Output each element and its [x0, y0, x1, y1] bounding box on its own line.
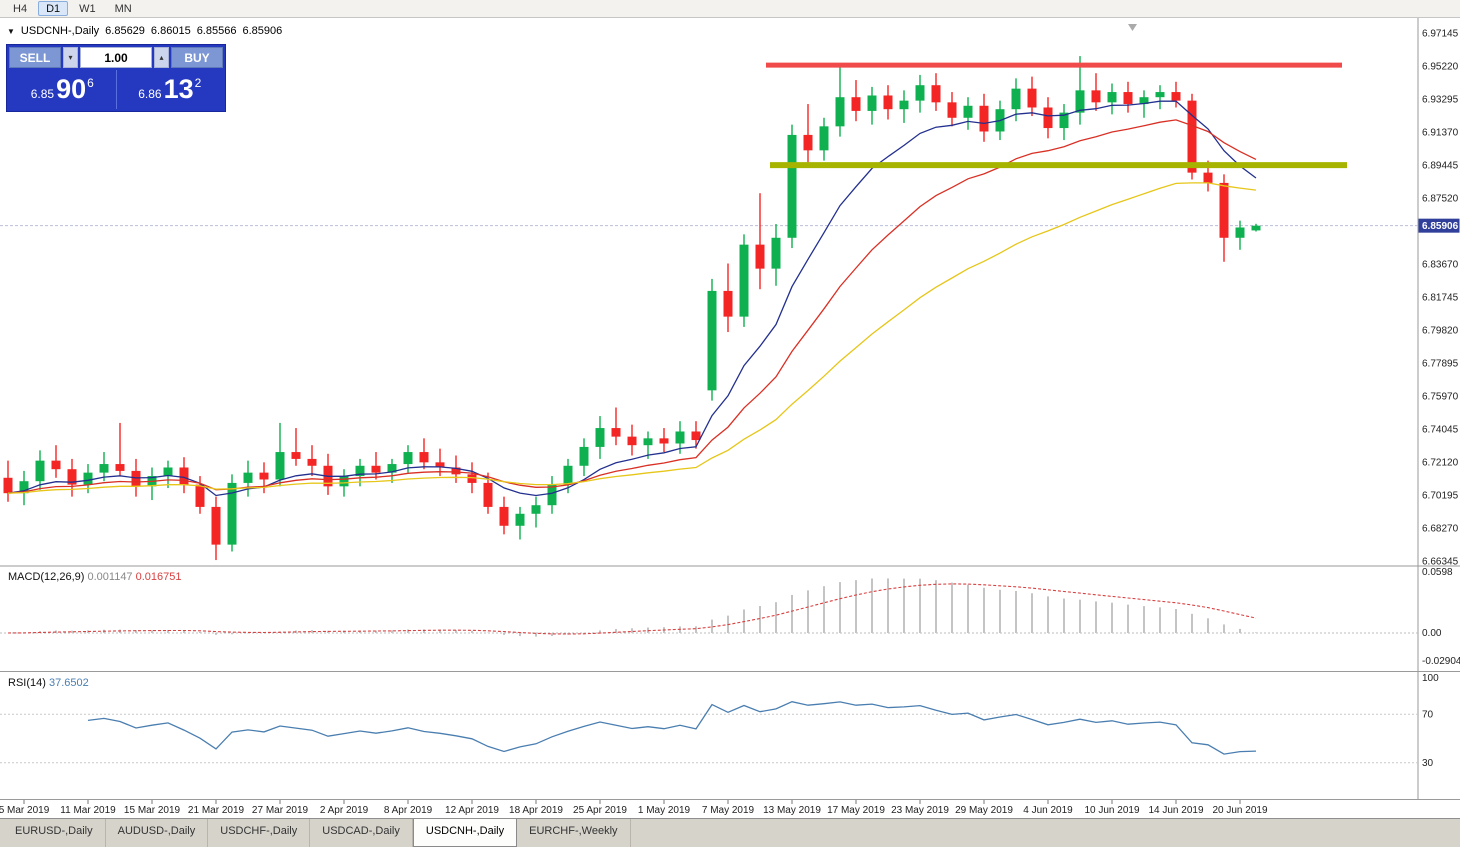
svg-text:100: 100 [1422, 673, 1439, 684]
svg-text:4 Jun 2019: 4 Jun 2019 [1023, 805, 1073, 816]
rsi-line [87, 701, 1257, 755]
one-click-controls-row: SELL ▾ ▴ BUY [9, 47, 223, 68]
svg-text:10 Jun 2019: 10 Jun 2019 [1084, 805, 1139, 816]
one-click-prices-row: 6.85 90 6 6.86 13 2 [9, 70, 223, 109]
rsi-pane: RSI(14) 37.6502 100 70 30 [0, 673, 1439, 769]
chart-area: 6.97145 6.95220 6.93295 6.91370 6.89445 6.875… [0, 18, 1460, 818]
chart-tab[interactable]: AUDUSD-,Daily [106, 819, 209, 847]
one-click-collapse-icon[interactable]: ▼ [7, 26, 15, 36]
timeframe-button-d1[interactable]: D1 [38, 1, 69, 16]
timeframe-button-h4[interactable]: H4 [13, 3, 28, 15]
svg-text:6.93295: 6.93295 [1422, 95, 1459, 106]
svg-text:6.89445: 6.89445 [1422, 161, 1459, 172]
moving-averages [7, 100, 1257, 497]
ohlc-low: 6.85566 [196, 25, 237, 37]
horizontal-level-lines [766, 62, 1347, 169]
volume-input[interactable] [80, 47, 152, 68]
sell-button[interactable]: SELL [9, 47, 61, 68]
svg-text:RSI(14) 37.6502: RSI(14) 37.6502 [8, 677, 89, 689]
price-scale: 6.97145 6.95220 6.93295 6.91370 6.89445 6.875… [1422, 29, 1459, 568]
svg-text:6.85906: 6.85906 [1422, 221, 1459, 232]
svg-text:6.66345: 6.66345 [1422, 557, 1459, 568]
svg-text:6.97145: 6.97145 [1422, 29, 1459, 40]
svg-text:5 Mar 2019: 5 Mar 2019 [0, 805, 50, 816]
buy-price-small: 6.86 [138, 86, 162, 101]
svg-text:8 Apr 2019: 8 Apr 2019 [384, 805, 433, 816]
ma-fast-line [7, 100, 1257, 497]
svg-text:6.91370: 6.91370 [1422, 128, 1459, 139]
ma-slow-line [7, 182, 1257, 494]
svg-text:20 Jun 2019: 20 Jun 2019 [1212, 805, 1267, 816]
svg-text:2 Apr 2019: 2 Apr 2019 [320, 805, 369, 816]
svg-text:MACD(12,26,9) 0.001147 0.01675: MACD(12,26,9) 0.001147 0.016751 [8, 571, 182, 583]
timeframe-button-mn[interactable]: MN [114, 3, 132, 15]
svg-text:1 May 2019: 1 May 2019 [638, 805, 691, 816]
svg-text:13 May 2019: 13 May 2019 [763, 805, 821, 816]
ohlc-open: 6.85629 [105, 25, 145, 37]
svg-text:6.95220: 6.95220 [1422, 62, 1459, 73]
svg-text:6.70195: 6.70195 [1422, 491, 1459, 502]
ohlc-high: 6.86015 [150, 25, 191, 37]
chart-symbol-period: USDCNH-,Daily [20, 25, 100, 37]
volume-increase-button[interactable]: ▴ [154, 47, 169, 68]
buy-price-sup: 2 [194, 75, 202, 90]
buy-price-tile[interactable]: 6.86 13 2 [117, 70, 224, 109]
svg-text:14 Jun 2019: 14 Jun 2019 [1148, 805, 1203, 816]
macd-signal-line [7, 583, 1257, 635]
sell-price-sup: 6 [87, 75, 94, 90]
svg-text:6.83670: 6.83670 [1422, 260, 1459, 271]
svg-text:21 Mar 2019: 21 Mar 2019 [188, 805, 245, 816]
svg-text:29 May 2019: 29 May 2019 [955, 805, 1013, 816]
chart-tab[interactable]: USDCNH-,Daily [412, 819, 518, 847]
chart-tab[interactable]: USDCAD-,Daily [310, 819, 413, 847]
svg-text:70: 70 [1422, 710, 1434, 721]
svg-text:6.81745: 6.81745 [1422, 293, 1459, 304]
buy-price-big: 13 [163, 74, 194, 104]
svg-text:6.87520: 6.87520 [1422, 194, 1459, 205]
svg-text:-0.029045: -0.029045 [1422, 656, 1460, 667]
timeframe-button-w1[interactable]: W1 [79, 3, 96, 15]
svg-text:30: 30 [1422, 758, 1434, 769]
candlestick-series [3, 56, 1261, 561]
svg-text:15 Mar 2019: 15 Mar 2019 [124, 805, 181, 816]
svg-text:0.00: 0.00 [1422, 628, 1442, 639]
one-click-trading-panel: SELL ▾ ▴ BUY 6.85 90 6 6.86 13 2 [6, 44, 226, 112]
svg-text:11 Mar 2019: 11 Mar 2019 [60, 805, 116, 816]
sell-price-big: 90 [56, 74, 87, 104]
ohlc-close: 6.85906 [242, 25, 283, 37]
buy-button[interactable]: BUY [171, 47, 223, 68]
chart-tab[interactable]: EURCHF-,Weekly [517, 819, 631, 847]
chart-tab[interactable]: EURUSD-,Daily [3, 819, 106, 847]
svg-text:18 Apr 2019: 18 Apr 2019 [509, 805, 563, 816]
price-chart-canvas[interactable]: 6.97145 6.95220 6.93295 6.91370 6.89445 6.875… [0, 18, 1460, 818]
time-axis: 5 Mar 2019 11 Mar 2019 15 Mar 2019 21 Mar 2… [0, 800, 1268, 816]
svg-text:12 Apr 2019: 12 Apr 2019 [445, 805, 499, 816]
end-of-data-icon [1128, 24, 1137, 31]
svg-text:6.68270: 6.68270 [1422, 524, 1459, 535]
svg-text:6.72120: 6.72120 [1422, 458, 1459, 469]
svg-text:23 May 2019: 23 May 2019 [891, 805, 949, 816]
svg-text:6.77895: 6.77895 [1422, 359, 1459, 370]
timeframe-toolbar: H4 D1 W1 MN [0, 0, 1460, 18]
svg-text:17 May 2019: 17 May 2019 [827, 805, 885, 816]
macd-pane: MACD(12,26,9) 0.001147 0.016751 0.0598 0.0… [0, 567, 1460, 667]
svg-text:25 Apr 2019: 25 Apr 2019 [573, 805, 627, 816]
chart-tabs-bar: EURUSD-,Daily AUDUSD-,Daily USDCHF-,Daily U… [0, 818, 1460, 847]
main-pane [0, 24, 1418, 227]
svg-text:0.0598: 0.0598 [1422, 567, 1453, 578]
chart-tab[interactable]: USDCHF-,Daily [208, 819, 311, 847]
svg-text:6.74045: 6.74045 [1422, 425, 1459, 436]
chart-title-overlay: ▼ USDCNH-,Daily 6.85629 6.86015 6.85566 … [7, 25, 288, 37]
sell-price-tile[interactable]: 6.85 90 6 [9, 70, 117, 109]
svg-text:7 May 2019: 7 May 2019 [702, 805, 755, 816]
sell-price-small: 6.85 [30, 86, 55, 101]
pane-separators [0, 18, 1460, 800]
current-price-badge: 6.85906 [1418, 218, 1460, 233]
volume-decrease-button[interactable]: ▾ [63, 47, 78, 68]
svg-text:6.75970: 6.75970 [1422, 392, 1459, 403]
svg-text:6.79820: 6.79820 [1422, 326, 1459, 337]
svg-text:27 Mar 2019: 27 Mar 2019 [252, 805, 309, 816]
